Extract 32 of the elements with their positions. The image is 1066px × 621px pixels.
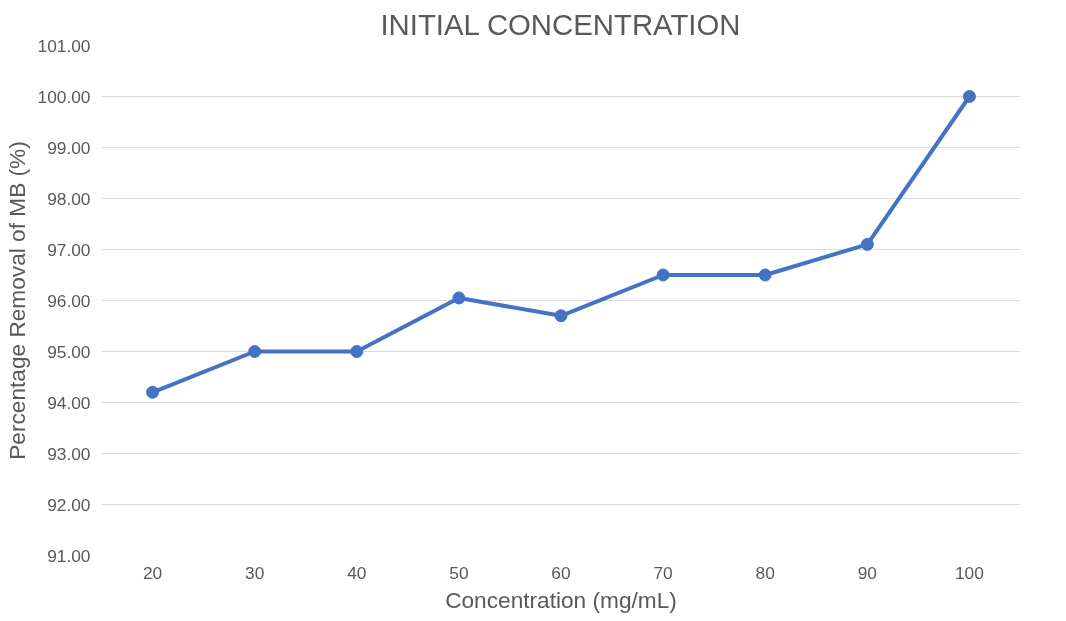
chart-title: INITIAL CONCENTRATION — [380, 7, 741, 41]
y-tick-label: 96.00 — [47, 290, 91, 311]
y-tick-label: 93.00 — [47, 443, 91, 464]
point — [656, 268, 670, 282]
point — [452, 291, 466, 305]
point — [248, 345, 262, 358]
y-tick-label: 99.00 — [47, 137, 91, 158]
x-tick-label: 20 — [142, 562, 163, 583]
y-tick-label: 101.00 — [37, 35, 91, 56]
y-tick-label: 91.00 — [47, 545, 91, 566]
point — [860, 237, 874, 251]
y-tick-label: 92.00 — [47, 494, 91, 515]
point — [962, 90, 976, 103]
x-tick-label: 100 — [954, 562, 984, 583]
y-tick-label: 100.00 — [37, 86, 91, 107]
y-tick-label: 95.00 — [47, 341, 91, 362]
y-axis-title: Percentage Removal of MB (%) — [3, 141, 30, 460]
x-tick-label: 40 — [347, 562, 367, 583]
y-tick-label: 97.00 — [47, 239, 91, 260]
x-tick-label: 60 — [551, 562, 571, 583]
y-tick-label: 98.00 — [47, 188, 91, 209]
x-tick-label: 90 — [857, 562, 877, 583]
point — [350, 345, 364, 358]
y-tick-label: 94.00 — [47, 392, 91, 413]
point — [554, 309, 568, 323]
x-tick-label: 30 — [245, 562, 265, 583]
point — [146, 385, 160, 399]
x-tick-label: 70 — [653, 562, 673, 583]
x-tick-label: 80 — [755, 562, 775, 583]
x-tick-label: 50 — [449, 562, 469, 583]
x-axis-title: Concentration (mg/mL) — [445, 586, 677, 613]
point — [758, 268, 772, 282]
